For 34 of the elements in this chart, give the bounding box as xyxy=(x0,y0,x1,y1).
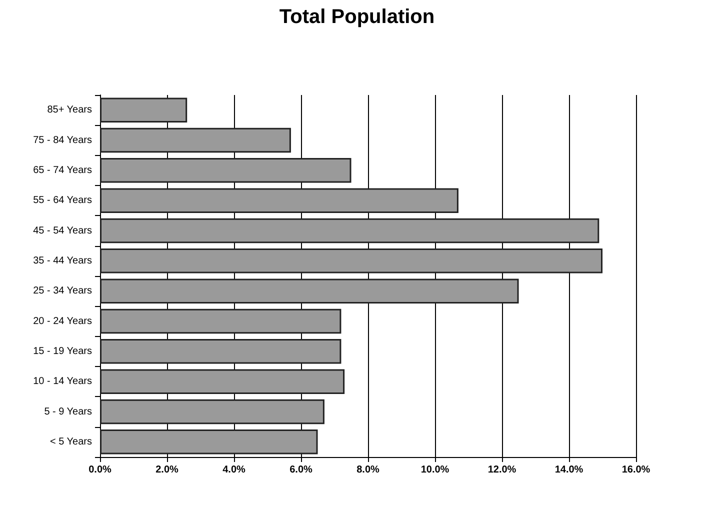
x-tick-label: 0.0% xyxy=(88,464,112,476)
x-tick-label: 8.0% xyxy=(356,464,380,476)
bar xyxy=(100,308,342,334)
x-tick-label: 4.0% xyxy=(222,464,246,476)
bar xyxy=(100,278,519,304)
y-tick-label: 65 - 74 Years xyxy=(33,164,92,176)
y-tick-label: < 5 Years xyxy=(50,436,92,448)
y-tick-label: 10 - 14 Years xyxy=(33,376,92,388)
y-tick-label: 15 - 19 Years xyxy=(33,346,92,357)
bar xyxy=(100,399,324,424)
y-tick-label: 35 - 44 Years xyxy=(33,255,92,266)
chart-title: Total Population xyxy=(279,6,435,28)
x-tick-label: 2.0% xyxy=(156,464,179,476)
bar xyxy=(100,218,600,244)
bar xyxy=(100,188,458,213)
x-tick-label: 10.0% xyxy=(420,464,450,476)
bar xyxy=(100,128,291,153)
x-tick-label: 14.0% xyxy=(554,464,584,476)
y-tick-label: 45 - 54 Years xyxy=(33,225,92,236)
x-tick-label: 12.0% xyxy=(488,464,516,476)
x-tick-label: 6.0% xyxy=(290,464,313,476)
x-tick-label: 16.0% xyxy=(622,464,650,476)
y-tick-label: 20 - 24 Years xyxy=(33,316,92,327)
y-tick-label: 55 - 64 Years xyxy=(33,195,92,206)
bar xyxy=(100,339,342,364)
y-tick-label: 85+ Years xyxy=(47,104,92,116)
bar xyxy=(100,430,318,454)
bar xyxy=(100,248,602,274)
bar xyxy=(100,369,345,394)
bar xyxy=(100,158,352,183)
y-tick-label: 5 - 9 Years xyxy=(44,406,92,418)
bar xyxy=(100,98,188,122)
y-tick-label: 25 - 34 Years xyxy=(33,286,92,297)
y-tick-label: 75 - 84 Years xyxy=(33,134,92,146)
